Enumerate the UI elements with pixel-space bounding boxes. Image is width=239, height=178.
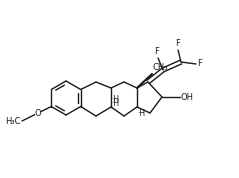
Text: H₃C: H₃C (5, 116, 21, 125)
Text: ·H: ·H (111, 99, 119, 108)
Text: O: O (35, 109, 41, 117)
Text: OH: OH (181, 93, 194, 101)
Text: ·H: ·H (111, 96, 119, 104)
Text: F: F (176, 39, 180, 48)
Text: ·H: ·H (137, 109, 145, 117)
Text: F: F (155, 47, 159, 56)
Text: CH₃: CH₃ (153, 63, 168, 72)
Text: F: F (197, 59, 202, 69)
